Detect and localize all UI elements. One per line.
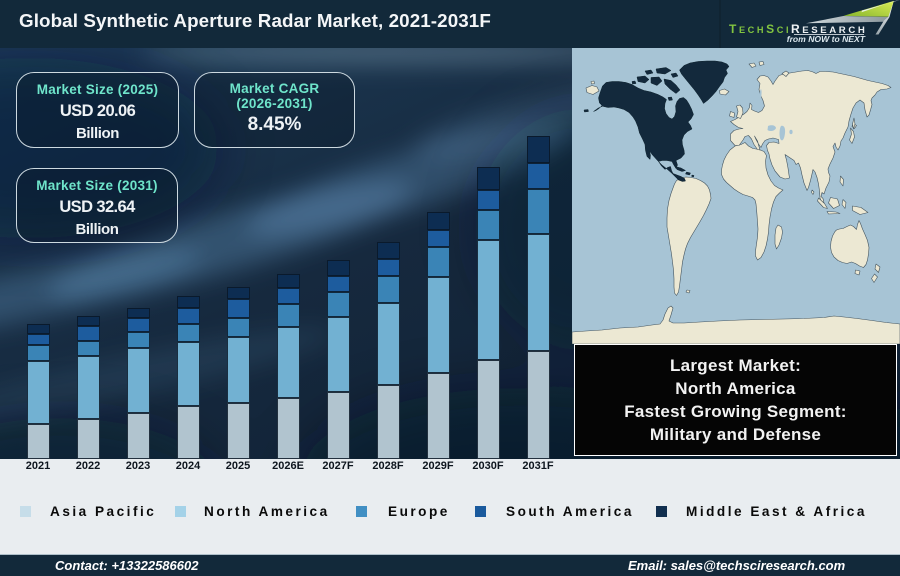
svg-text:TECHSCI: TECHSCI	[729, 22, 791, 36]
svg-text:RESEARCH: RESEARCH	[791, 22, 867, 36]
svg-text:from NOW to NEXT: from NOW to NEXT	[787, 34, 866, 44]
